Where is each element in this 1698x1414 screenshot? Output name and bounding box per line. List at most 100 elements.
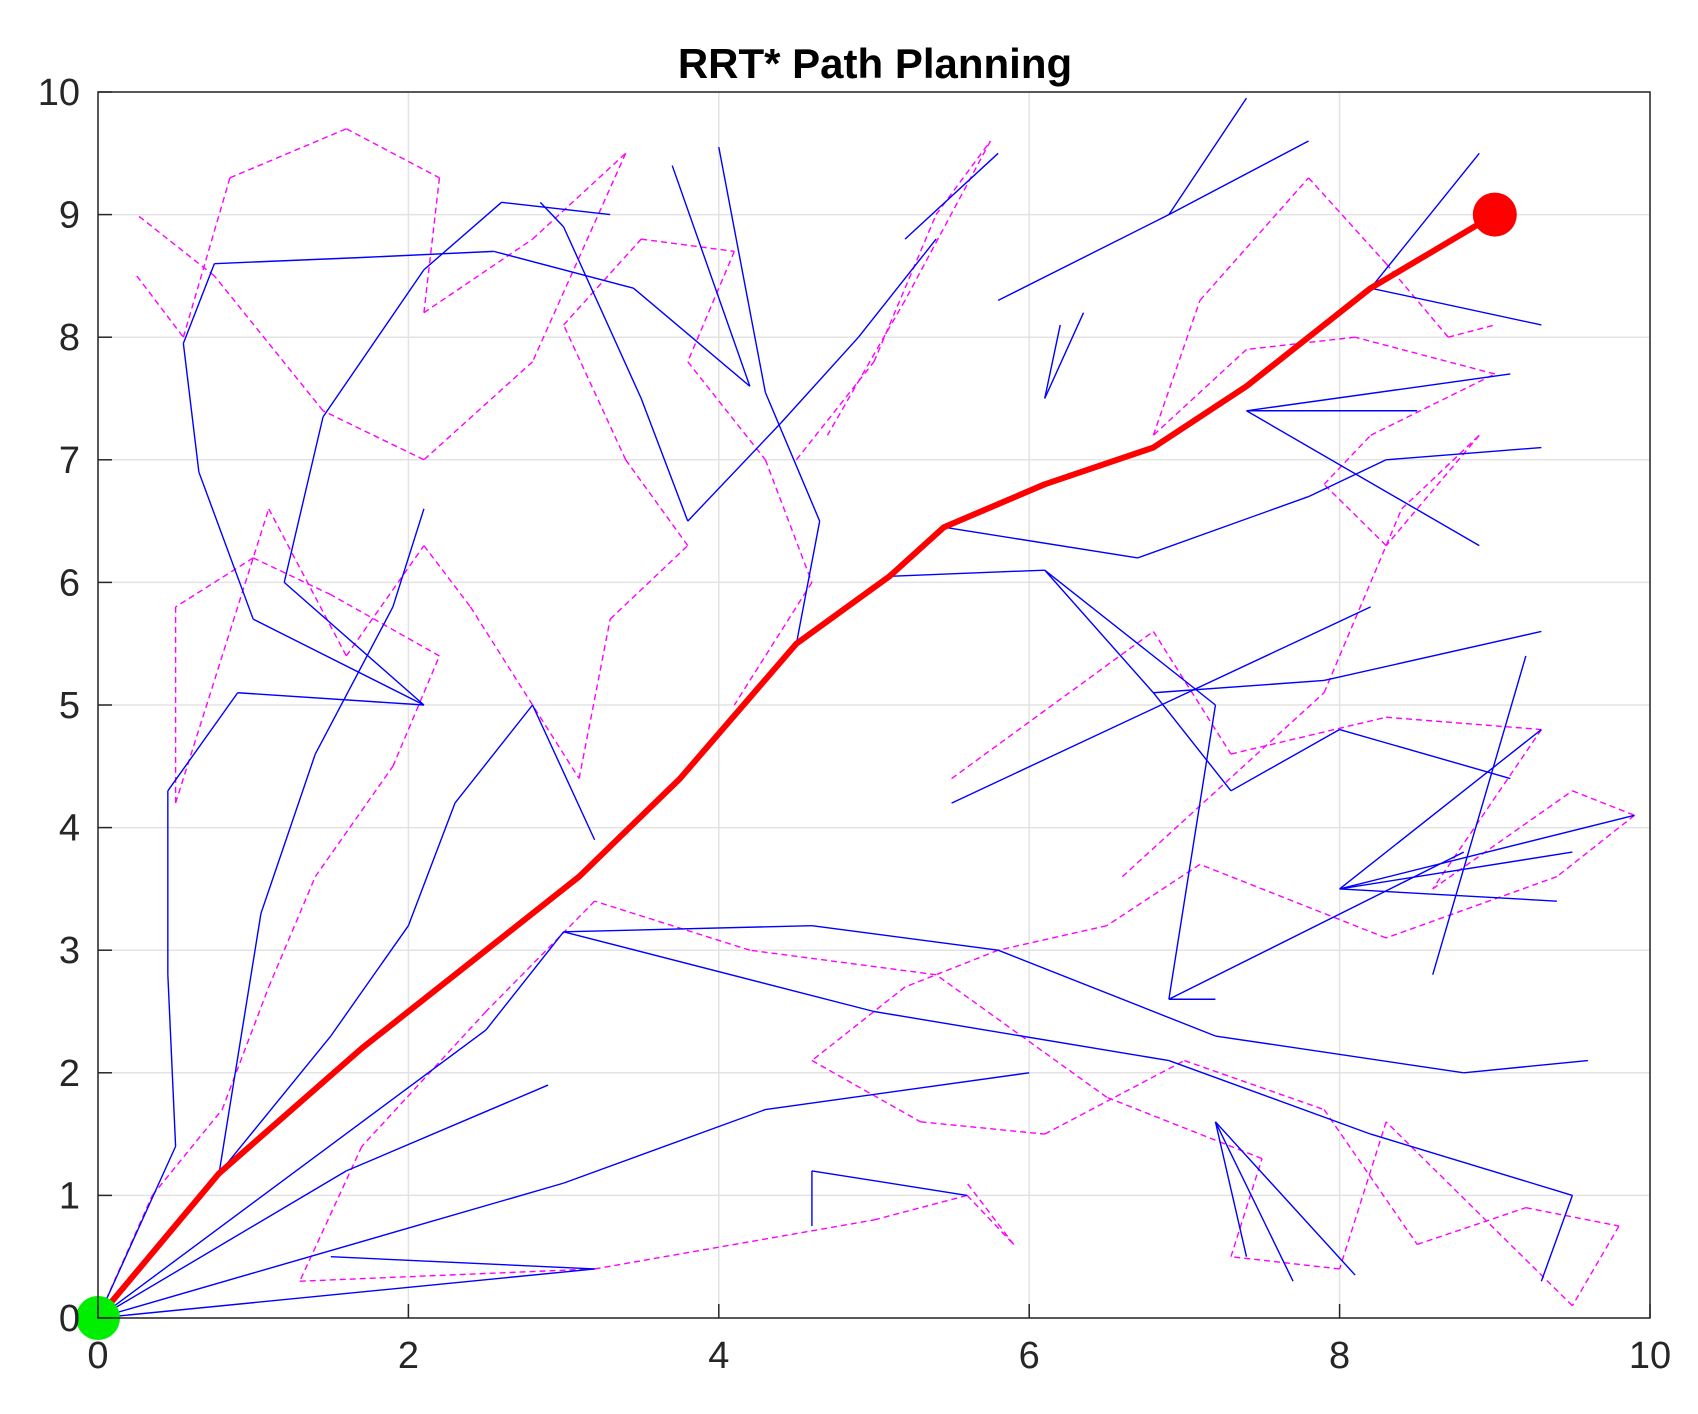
rewire-edge <box>578 619 611 779</box>
tree-edge <box>562 226 642 399</box>
rewire-edge <box>998 924 1107 951</box>
rewire-edge <box>345 545 425 657</box>
rewire-edge <box>1323 434 1372 485</box>
rewire-edge <box>1230 1158 1263 1257</box>
rewire-edge <box>1385 1121 1573 1307</box>
rewire-edge <box>1106 1096 1263 1160</box>
y-tick-label: 2 <box>59 1053 80 1095</box>
tree-edge <box>1339 814 1635 890</box>
tree-edge <box>1168 1059 1371 1135</box>
tree-edge <box>182 343 200 473</box>
tree-edge <box>1230 728 1340 792</box>
y-tick-label: 5 <box>59 685 80 727</box>
tree-edge <box>283 416 324 583</box>
rewire-edge <box>1571 1225 1620 1307</box>
tree-edge <box>687 422 782 522</box>
tree-edge <box>1044 312 1085 399</box>
rewire-edge <box>641 238 735 253</box>
rewire-edge <box>175 557 254 608</box>
tree-edge <box>214 256 362 265</box>
rewire-edge <box>221 986 270 1110</box>
rewire-edge <box>795 361 875 461</box>
rewire-edge <box>1323 1109 1418 1245</box>
rewire-edge <box>1044 1059 1185 1135</box>
tree-edge <box>811 924 999 951</box>
rewire-edge <box>1432 790 1573 890</box>
rewire-edge <box>532 152 627 240</box>
y-tick-label: 4 <box>59 808 80 850</box>
tree-edge <box>563 1108 766 1184</box>
rewire-edge <box>1525 1206 1620 1227</box>
tree-edge <box>454 704 534 804</box>
planned-path <box>95 211 1498 1321</box>
rewire-edge <box>1386 716 1542 731</box>
y-tick-label: 9 <box>59 195 80 237</box>
rewire-edge <box>299 1268 595 1282</box>
tree-edge <box>1246 410 1480 547</box>
y-tick-label: 7 <box>59 440 80 482</box>
tree-edge <box>198 471 254 620</box>
plot-area <box>76 97 1635 1340</box>
tick-labels: 0 2 4 6 8 10 0 1 2 3 4 5 6 7 8 9 10 <box>38 72 1671 1377</box>
tree-edge <box>873 1010 1169 1062</box>
x-tick-label: 4 <box>708 1335 729 1377</box>
rewire-edge <box>1152 631 1232 755</box>
rewire-edge <box>1354 336 1495 375</box>
rewire-edge <box>1323 508 1403 694</box>
tree-edge <box>423 201 502 271</box>
tree-edge <box>501 201 611 216</box>
tree-edge <box>218 1035 332 1174</box>
rewire-edge <box>594 900 751 951</box>
rewire-edge <box>904 949 999 988</box>
y-tick-label: 6 <box>59 562 80 604</box>
tree-edge <box>1168 851 1465 1000</box>
tree-edge <box>904 152 999 240</box>
rewire-edge <box>609 545 689 620</box>
tree-edge <box>795 520 821 644</box>
tree-edge <box>97 1182 564 1319</box>
tree-edge <box>997 949 1216 1037</box>
rewire-edge <box>562 324 627 461</box>
tree-edge <box>252 618 425 706</box>
rewire-edge <box>1572 790 1635 816</box>
tree-edge <box>493 250 634 289</box>
rewire-edge <box>1152 300 1201 436</box>
rewire-edge <box>1385 875 1558 939</box>
rewire-edge <box>485 900 596 1012</box>
rewire-edge <box>423 177 441 313</box>
x-tick-label: 10 <box>1629 1335 1671 1377</box>
y-tick-label: 0 <box>59 1298 80 1340</box>
tree-edge <box>97 1268 595 1319</box>
rewire-edge <box>423 545 472 608</box>
tree-edge <box>97 1029 487 1319</box>
tree-edge <box>1386 446 1542 461</box>
goal-marker <box>1472 192 1517 237</box>
rewire-edge <box>1184 1059 1325 1111</box>
tree-edge <box>1540 1195 1574 1282</box>
tree-edge <box>346 1084 549 1172</box>
tree-edge <box>97 1170 347 1319</box>
rewire-edge <box>1323 483 1387 547</box>
rewire-edge <box>1338 1121 1387 1270</box>
tree-edge <box>1137 495 1309 559</box>
rewire-edge <box>1106 863 1201 927</box>
tree-edge <box>167 692 239 792</box>
tree-edge <box>780 336 859 424</box>
rewire-edge <box>229 128 347 179</box>
rewire-edge <box>1432 729 1542 890</box>
rewire-edge <box>873 214 937 362</box>
tree-edge <box>330 925 409 1037</box>
rewire-edge <box>361 1011 487 1147</box>
tree-edge <box>563 931 875 1013</box>
tree-edge <box>1168 704 1217 1000</box>
rewire-edge <box>314 765 394 878</box>
rewire-edge <box>1370 373 1496 436</box>
tree-edge <box>361 250 494 259</box>
rewire-edge <box>749 949 937 976</box>
rewire-edge <box>345 128 440 179</box>
tree-edge <box>97 1146 177 1319</box>
rewire-edge <box>469 606 580 779</box>
rewire-edge <box>330 594 440 657</box>
rewire-edge <box>1121 692 1325 878</box>
